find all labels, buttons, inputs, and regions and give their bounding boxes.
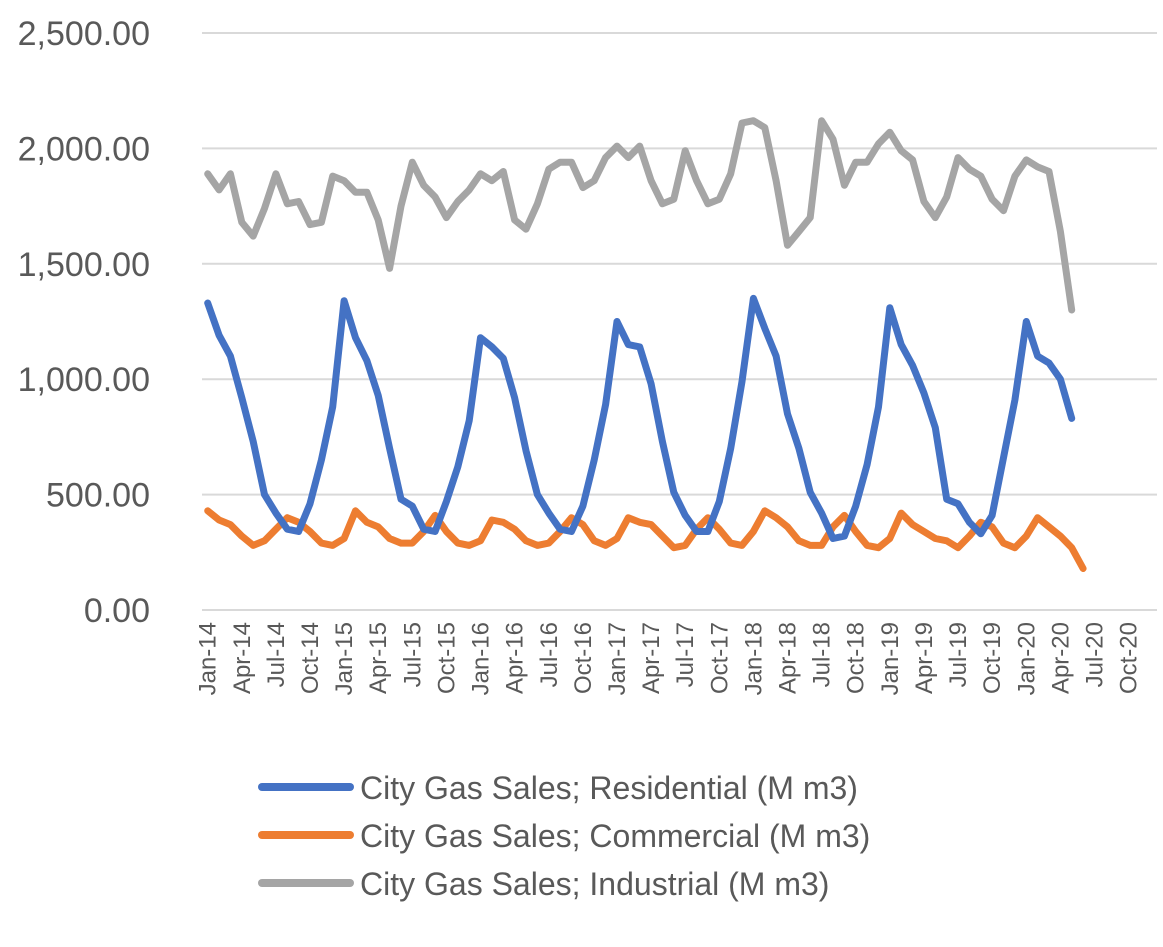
x-tick-label: Jan-16 [468,622,495,695]
x-tick-label: Apr-19 [911,622,938,694]
y-tick-label: 2,500.00 [18,15,150,53]
x-tick-label: Jan-20 [1013,622,1040,695]
legend-label: City Gas Sales; Industrial (M m3) [360,866,829,902]
y-axis-tick-labels: 0.00 500.00 1,000.00 1,500.00 2,000.00 2,500.… [18,15,150,630]
x-tick-label: Oct-18 [843,622,870,694]
x-tick-label: Oct-16 [570,622,597,694]
series-lines [204,117,1087,572]
y-tick-label: 1,000.00 [18,361,150,399]
series-line [204,117,1076,314]
x-tick-label: Apr-15 [365,622,392,694]
series-line [204,507,1087,572]
x-tick-label: Oct-19 [979,622,1006,694]
y-tick-label: 2,000.00 [18,130,150,168]
x-tick-label: Oct-20 [1116,622,1143,694]
y-tick-label: 500.00 [46,477,150,515]
x-tick-label: Jul-19 [945,622,972,687]
y-tick-label: 0.00 [84,592,150,630]
x-tick-label: Jul-14 [263,622,290,687]
y-tick-label: 1,500.00 [18,246,150,284]
x-axis-tick-labels: Jan-14 Apr-14 Jul-14 Oct-14 Jan-15 Apr-15 Jul-… [195,622,1143,695]
x-tick-label: Jan-15 [331,622,358,695]
legend: City Gas Sales; Residential (M m3) City G… [258,770,870,902]
x-tick-label: Apr-17 [638,622,665,694]
gridlines [202,32,1157,611]
x-tick-label: Oct-14 [297,622,324,694]
legend-label: City Gas Sales; Residential (M m3) [360,770,858,806]
x-tick-label: Apr-18 [775,622,802,694]
x-tick-label: Apr-16 [502,622,529,694]
x-tick-label: Apr-20 [1047,622,1074,694]
x-tick-label: Jul-20 [1081,622,1108,687]
x-tick-label: Jul-15 [399,622,426,687]
x-tick-label: Jan-14 [195,622,222,695]
x-tick-label: Jul-17 [672,622,699,687]
x-tick-label: Jan-17 [604,622,631,695]
x-tick-label: Jan-18 [740,622,767,695]
x-tick-label: Oct-15 [433,622,460,694]
legend-label: City Gas Sales; Commercial (M m3) [360,818,870,854]
x-tick-label: Jul-18 [809,622,836,687]
series-line [204,294,1076,542]
x-tick-label: Jan-19 [877,622,904,695]
x-tick-label: Apr-14 [229,622,256,694]
x-tick-label: Oct-17 [706,622,733,694]
x-tick-label: Jul-16 [536,622,563,687]
